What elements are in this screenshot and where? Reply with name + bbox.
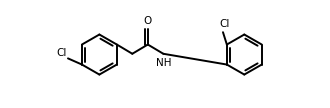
Text: O: O <box>144 16 152 26</box>
Text: Cl: Cl <box>219 19 230 29</box>
Text: NH: NH <box>156 58 172 68</box>
Text: Cl: Cl <box>56 48 66 58</box>
